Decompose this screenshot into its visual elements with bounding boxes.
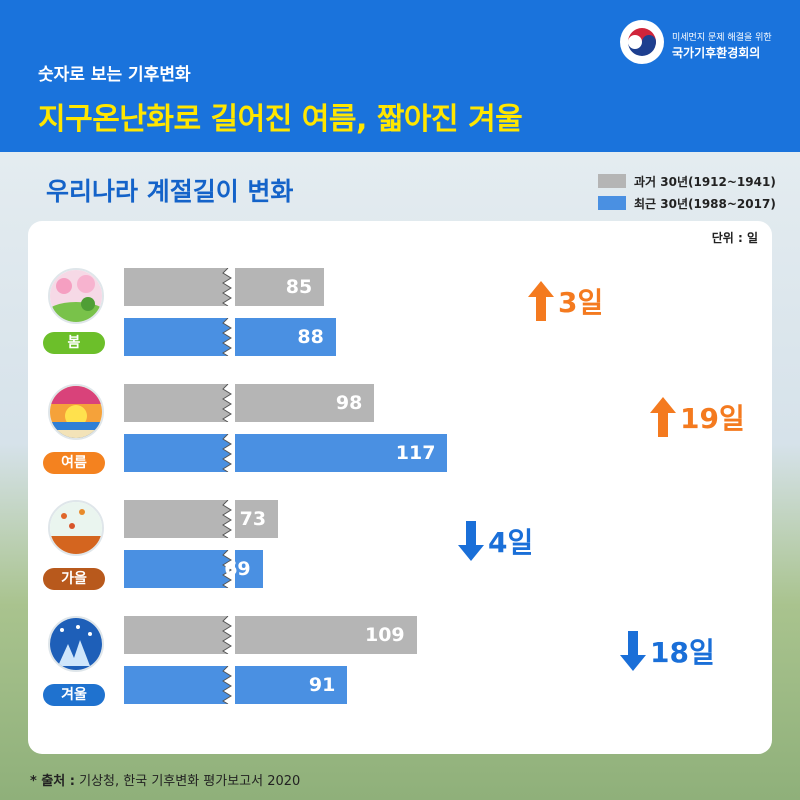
header-banner: 숫자로 보는 기후변화 지구온난화로 길어진 여름, 짧아진 겨울 미세먼지 문…	[0, 0, 800, 152]
legend-label-past: 과거 30년(1912~1941)	[634, 174, 776, 189]
arrow-down-icon	[458, 521, 484, 561]
bar-winter-past: 109	[124, 616, 417, 654]
axis-break-icon	[222, 550, 235, 588]
bar-label-autumn-recent: 69	[224, 558, 251, 580]
header-subtitle: 숫자로 보는 기후변화	[38, 65, 191, 85]
unit-label: 단위 : 일	[711, 231, 758, 245]
arrow-down-icon	[620, 631, 646, 671]
axis-break-icon	[222, 434, 235, 472]
bar-autumn-past: 73	[124, 500, 279, 538]
arrow-up-icon	[528, 281, 554, 321]
bar-label-summer-recent: 117	[395, 442, 436, 464]
season-badge-autumn: 가을	[43, 568, 105, 590]
org-name: 국가기후환경회의	[672, 46, 761, 60]
bar-label-summer-past: 98	[335, 392, 363, 414]
axis-break-icon	[222, 384, 235, 422]
source-text: 기상청, 한국 기후변화 평가보고서 2020	[74, 774, 301, 789]
spring-icon	[48, 268, 104, 324]
change-label-autumn: 4일	[488, 526, 534, 559]
arrow-up-icon	[650, 397, 676, 437]
change-indicator-summer: 19일	[650, 397, 745, 437]
bar-label-spring-past: 85	[285, 276, 313, 298]
axis-break-icon	[222, 500, 235, 538]
change-label-summer: 19일	[680, 402, 745, 435]
org-tagline: 미세먼지 문제 해결을 위한	[672, 33, 772, 43]
legend-item-past: 과거 30년(1912~1941)	[598, 170, 776, 192]
legend: 과거 30년(1912~1941) 최근 30년(1988~2017)	[598, 170, 776, 214]
bar-label-winter-recent: 91	[308, 674, 336, 696]
change-indicator-autumn: 4일	[458, 521, 533, 561]
axis-break-icon	[222, 616, 235, 654]
change-label-spring: 3일	[558, 286, 604, 319]
season-badge-spring: 봄	[43, 332, 105, 354]
source-label: * 출처 :	[30, 774, 75, 789]
bar-winter-recent: 91	[124, 666, 348, 704]
bar-summer-recent: 117	[124, 434, 448, 472]
bar-spring-past: 85	[124, 268, 325, 306]
bar-label-spring-recent: 88	[297, 326, 324, 348]
legend-swatch-past	[598, 174, 626, 188]
legend-swatch-recent	[598, 196, 626, 210]
source-note: * 출처 : 기상청, 한국 기후변화 평가보고서 2020	[30, 770, 300, 789]
legend-label-recent: 최근 30년(1988~2017)	[634, 196, 776, 211]
season-badge-winter: 겨울	[43, 684, 105, 706]
axis-break-icon	[222, 666, 235, 704]
org-logo: 미세먼지 문제 해결을 위한 국가기후환경회의	[620, 20, 790, 70]
season-badge-summer: 여름	[43, 452, 105, 474]
bar-autumn-recent: 69	[124, 550, 263, 588]
change-indicator-spring: 3일	[528, 281, 603, 321]
summer-icon	[48, 384, 104, 440]
axis-break-icon	[222, 268, 235, 306]
bar-label-winter-past: 109	[364, 624, 405, 646]
change-indicator-winter: 18일	[620, 631, 715, 671]
bar-label-autumn-past: 73	[239, 508, 267, 530]
legend-item-recent: 최근 30년(1988~2017)	[598, 192, 776, 214]
axis-break-icon	[222, 318, 235, 356]
chart-title: 우리나라 계절길이 변화	[46, 177, 294, 206]
change-label-winter: 18일	[650, 636, 715, 669]
winter-icon	[48, 616, 104, 672]
header-title: 지구온난화로 길어진 여름, 짧아진 겨울	[38, 102, 523, 137]
bar-spring-recent: 88	[124, 318, 336, 356]
chart-card: 단위 : 일	[28, 221, 772, 754]
taegeuk-logo-icon	[620, 20, 664, 64]
bar-summer-past: 98	[124, 384, 375, 422]
autumn-icon	[48, 500, 104, 556]
